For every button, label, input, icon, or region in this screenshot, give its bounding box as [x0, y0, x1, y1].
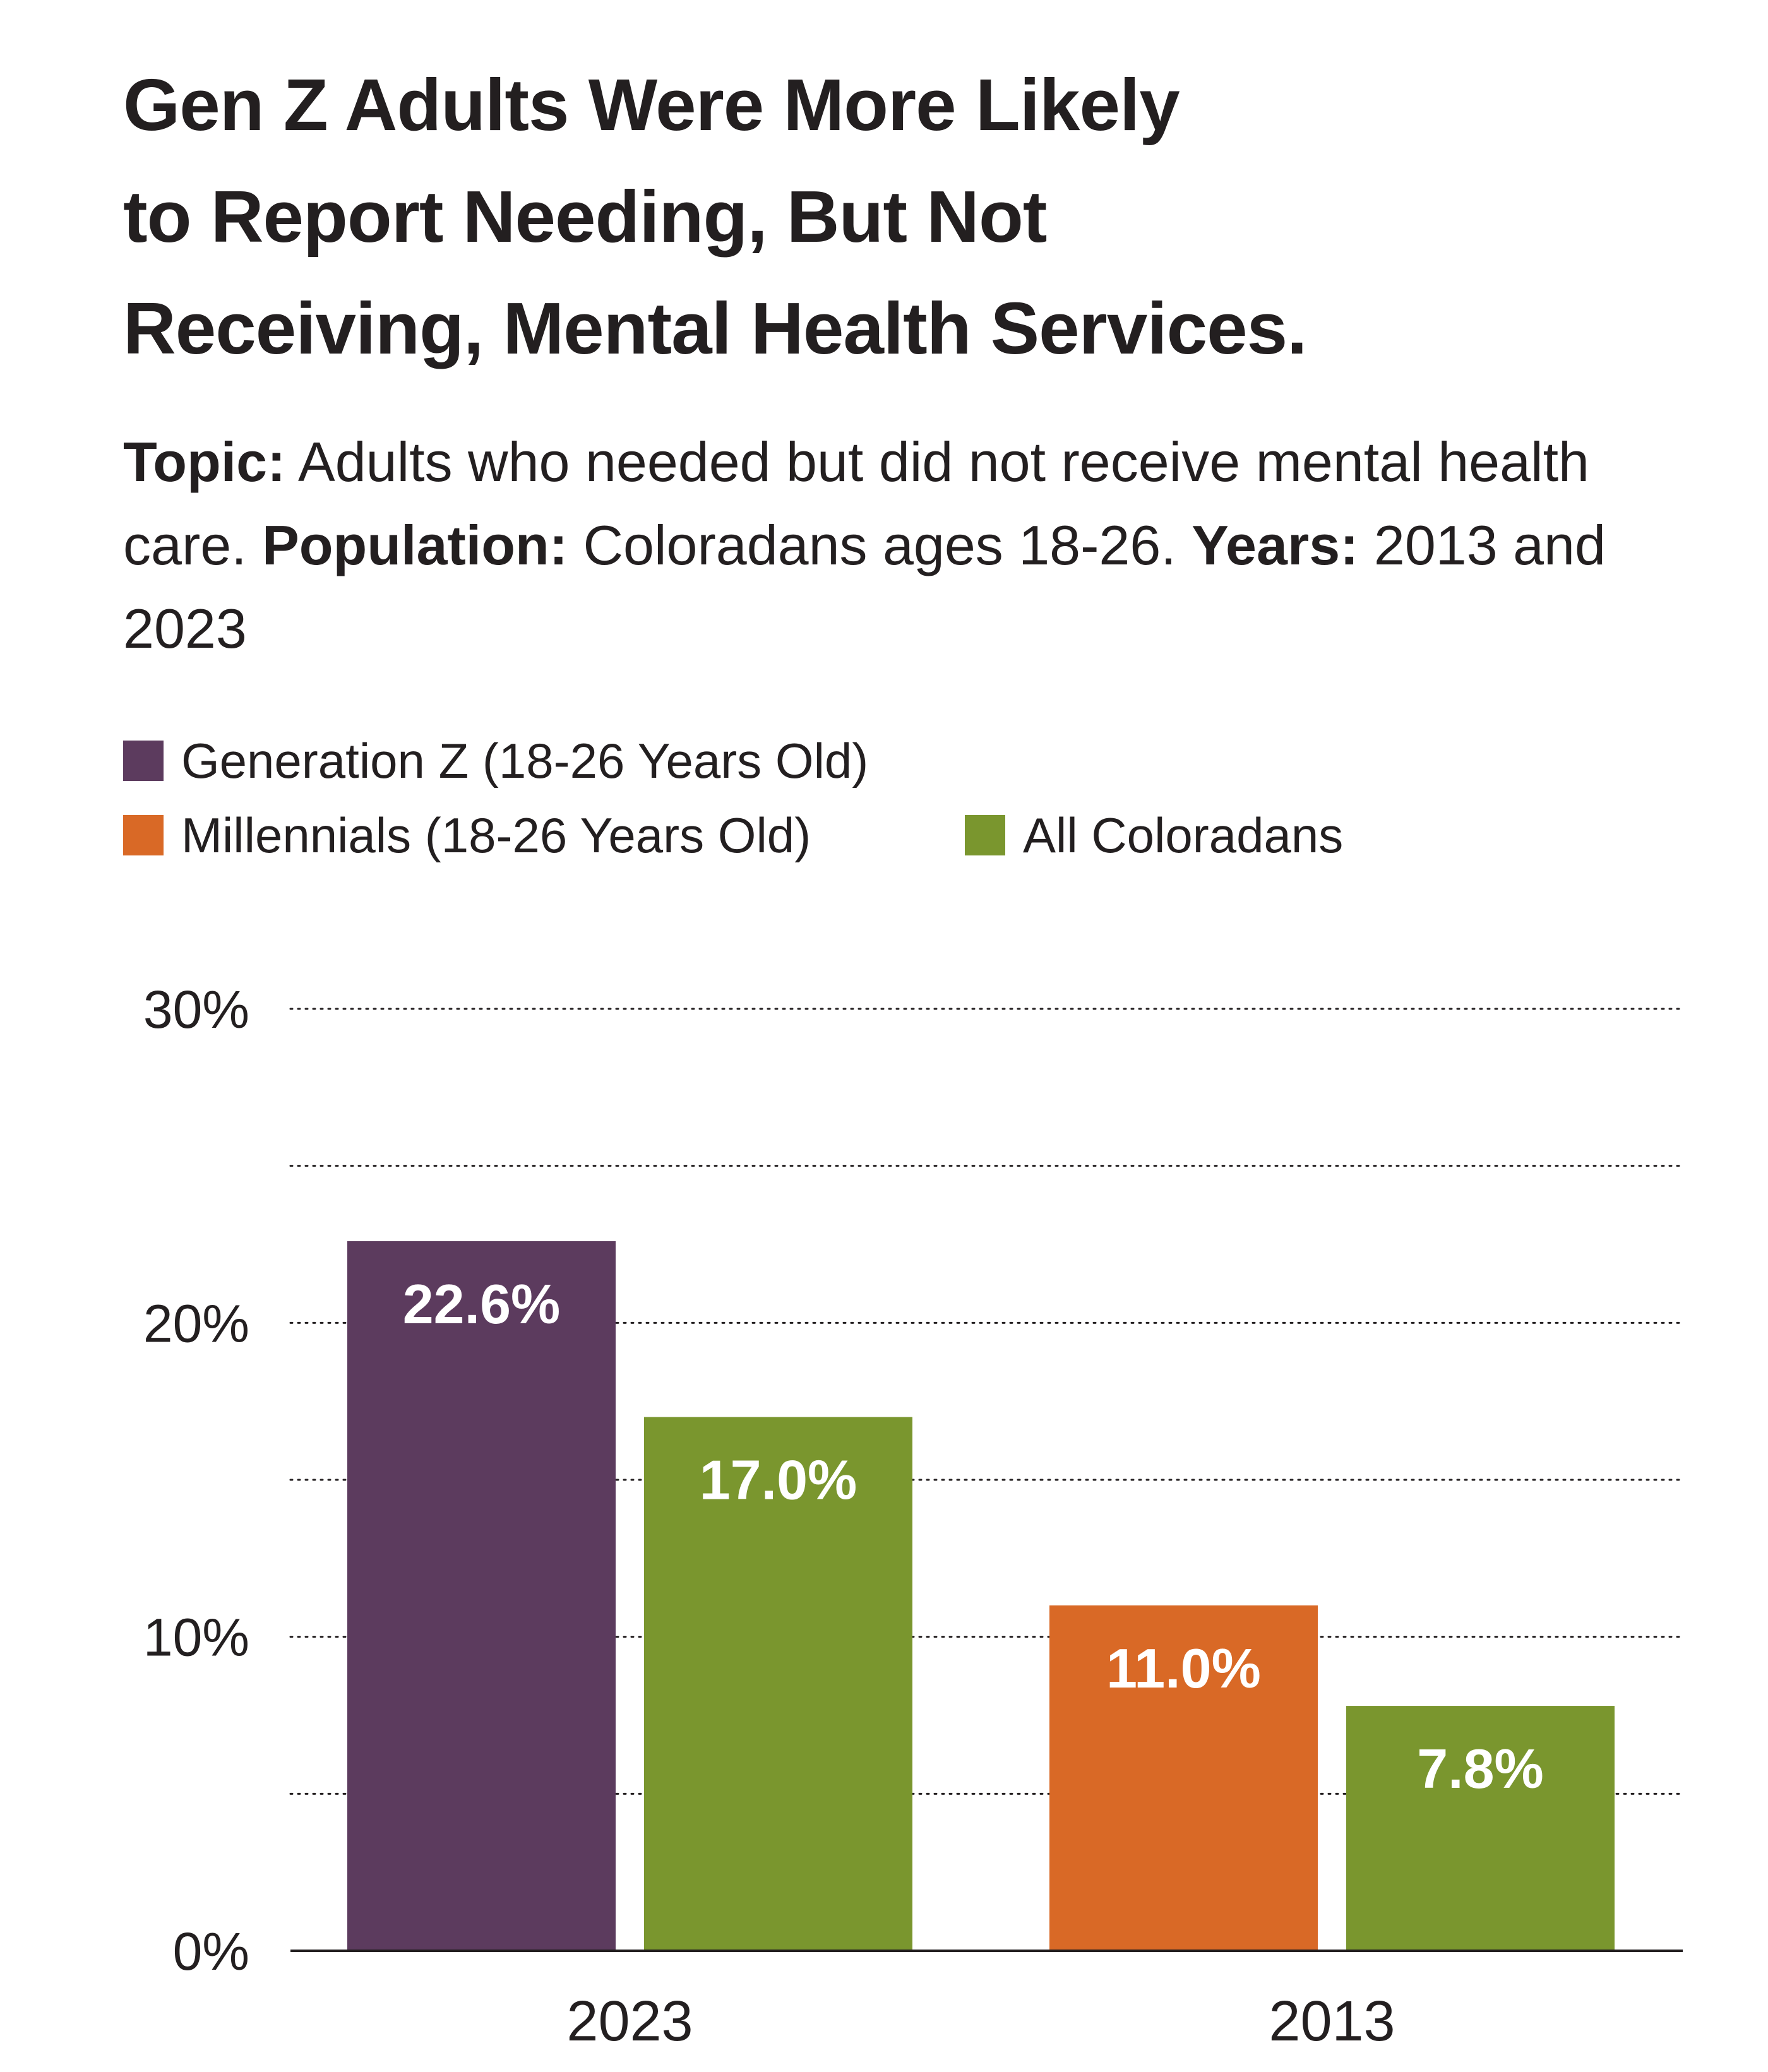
bar-data-label: 17.0% — [700, 1449, 857, 1511]
population-label: Population: — [262, 514, 568, 576]
title-line: Gen Z Adults Were More Likely — [123, 64, 1180, 146]
x-tick-label: 2023 — [566, 1990, 693, 2053]
bar-data-label: 22.6% — [403, 1273, 561, 1335]
legend-swatch-all-coloradans — [965, 815, 1005, 855]
y-tick-label: 30% — [143, 980, 249, 1039]
y-tick-label: 10% — [143, 1608, 249, 1667]
legend-item-millennials: Millennials (18-26 Years Old) — [123, 807, 811, 864]
legend-item-generation-z: Generation Z (18-26 Years Old) — [123, 732, 868, 789]
legend-label-generation-z: Generation Z (18-26 Years Old) — [181, 733, 869, 789]
population-text: Coloradans ages 18-26. — [568, 514, 1192, 576]
legend-swatch-generation-z — [123, 741, 164, 781]
bar — [1049, 1605, 1318, 1951]
bar — [644, 1417, 912, 1951]
legend-swatch-millennials — [123, 815, 164, 855]
topic-label: Topic: — [123, 431, 286, 493]
bar — [347, 1241, 616, 1951]
title-line: Receiving, Mental Health Services. — [123, 287, 1307, 369]
legend-label-all-coloradans: All Coloradans — [1023, 807, 1344, 863]
y-tick-label: 20% — [143, 1294, 249, 1353]
bar — [1346, 1706, 1615, 1951]
topic-text: Adults who needed but did not receive me… — [123, 431, 1589, 576]
x-tick-label: 2013 — [1269, 1990, 1395, 2053]
bar-data-label: 7.8% — [1417, 1737, 1544, 1800]
years-label: Years: — [1192, 514, 1359, 576]
chart-title: Gen Z Adults Were More Likely to Report … — [123, 49, 1670, 384]
bar-data-label: 11.0% — [1106, 1637, 1261, 1700]
legend-item-all-coloradans: All Coloradans — [965, 807, 1343, 864]
legend-label-millennials: Millennials (18-26 Years Old) — [181, 807, 811, 863]
chart-subtitle: Topic: Adults who needed but did not rec… — [123, 420, 1670, 670]
years-text: 2013 and 2023 — [123, 514, 1606, 660]
y-tick-label: 0% — [173, 1922, 249, 1981]
title-line: to Report Needing, But Not — [123, 176, 1048, 258]
